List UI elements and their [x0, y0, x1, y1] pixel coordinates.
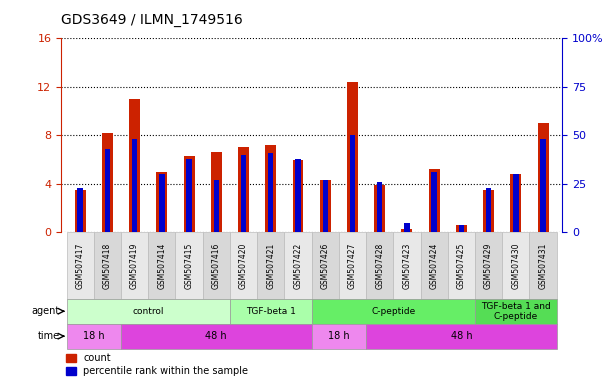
Text: 48 h: 48 h: [205, 331, 227, 341]
FancyBboxPatch shape: [67, 324, 121, 349]
Text: GSM507415: GSM507415: [185, 242, 194, 289]
Text: GSM507420: GSM507420: [239, 242, 248, 289]
Text: GSM507422: GSM507422: [293, 242, 302, 289]
Bar: [241, 155, 246, 232]
Bar: [404, 223, 409, 232]
FancyBboxPatch shape: [366, 324, 557, 349]
Text: GSM507417: GSM507417: [76, 242, 85, 289]
Text: GSM507421: GSM507421: [266, 242, 276, 289]
Text: GSM507424: GSM507424: [430, 242, 439, 289]
FancyBboxPatch shape: [530, 232, 557, 299]
FancyBboxPatch shape: [366, 232, 393, 299]
FancyBboxPatch shape: [475, 299, 557, 324]
FancyBboxPatch shape: [502, 232, 530, 299]
Text: TGF-beta 1 and
C-peptide: TGF-beta 1 and C-peptide: [481, 301, 551, 321]
Text: GSM507425: GSM507425: [457, 242, 466, 289]
Text: GSM507428: GSM507428: [375, 242, 384, 289]
Text: GSM507416: GSM507416: [212, 242, 221, 289]
Text: GSM507430: GSM507430: [511, 242, 521, 289]
Text: GSM507429: GSM507429: [484, 242, 493, 289]
FancyBboxPatch shape: [475, 232, 502, 299]
Bar: [431, 172, 437, 232]
Bar: [184, 156, 194, 232]
Text: GSM507419: GSM507419: [130, 242, 139, 289]
Text: GDS3649 / ILMN_1749516: GDS3649 / ILMN_1749516: [61, 13, 243, 27]
Bar: [78, 188, 83, 232]
Bar: [401, 228, 412, 232]
Text: GSM507418: GSM507418: [103, 242, 112, 289]
FancyBboxPatch shape: [121, 232, 148, 299]
Text: TGF-beta 1: TGF-beta 1: [246, 307, 296, 316]
Bar: [268, 153, 274, 232]
Bar: [132, 139, 137, 232]
Bar: [156, 172, 167, 232]
FancyBboxPatch shape: [420, 232, 448, 299]
Bar: [377, 182, 382, 232]
Bar: [513, 174, 519, 232]
Text: agent: agent: [32, 306, 60, 316]
Bar: [483, 190, 494, 232]
FancyBboxPatch shape: [203, 232, 230, 299]
FancyBboxPatch shape: [230, 232, 257, 299]
Bar: [295, 159, 301, 232]
Text: GSM507431: GSM507431: [538, 242, 547, 289]
FancyBboxPatch shape: [393, 232, 420, 299]
Bar: [102, 133, 113, 232]
Bar: [104, 149, 110, 232]
FancyBboxPatch shape: [312, 299, 475, 324]
Bar: [323, 180, 328, 232]
Bar: [293, 160, 304, 232]
Bar: [347, 82, 358, 232]
Bar: [429, 169, 439, 232]
Bar: [129, 99, 140, 232]
Bar: [510, 174, 521, 232]
FancyBboxPatch shape: [230, 299, 312, 324]
Text: GSM507427: GSM507427: [348, 242, 357, 289]
FancyBboxPatch shape: [312, 324, 366, 349]
Bar: [75, 190, 86, 232]
Text: control: control: [133, 307, 164, 316]
FancyBboxPatch shape: [175, 232, 203, 299]
FancyBboxPatch shape: [67, 299, 230, 324]
FancyBboxPatch shape: [67, 232, 93, 299]
FancyBboxPatch shape: [121, 324, 312, 349]
FancyBboxPatch shape: [339, 232, 366, 299]
Bar: [459, 225, 464, 232]
Bar: [538, 123, 549, 232]
FancyBboxPatch shape: [312, 232, 339, 299]
Text: 18 h: 18 h: [83, 331, 104, 341]
FancyBboxPatch shape: [148, 232, 175, 299]
Bar: [374, 185, 385, 232]
Legend: count, percentile rank within the sample: count, percentile rank within the sample: [66, 354, 249, 376]
Text: 18 h: 18 h: [328, 331, 349, 341]
FancyBboxPatch shape: [448, 232, 475, 299]
Bar: [265, 145, 276, 232]
Text: GSM507426: GSM507426: [321, 242, 330, 289]
Text: time: time: [38, 331, 60, 341]
Bar: [211, 152, 222, 232]
Bar: [456, 225, 467, 232]
Bar: [214, 180, 219, 232]
FancyBboxPatch shape: [257, 232, 284, 299]
Bar: [159, 174, 164, 232]
Text: GSM507423: GSM507423: [403, 242, 411, 289]
Bar: [486, 188, 491, 232]
Bar: [186, 159, 192, 232]
FancyBboxPatch shape: [93, 232, 121, 299]
Text: 48 h: 48 h: [450, 331, 472, 341]
Bar: [238, 147, 249, 232]
FancyBboxPatch shape: [284, 232, 312, 299]
Bar: [320, 180, 331, 232]
Text: GSM507414: GSM507414: [158, 242, 166, 289]
Text: C-peptide: C-peptide: [371, 307, 415, 316]
Bar: [540, 139, 546, 232]
Bar: [349, 135, 355, 232]
